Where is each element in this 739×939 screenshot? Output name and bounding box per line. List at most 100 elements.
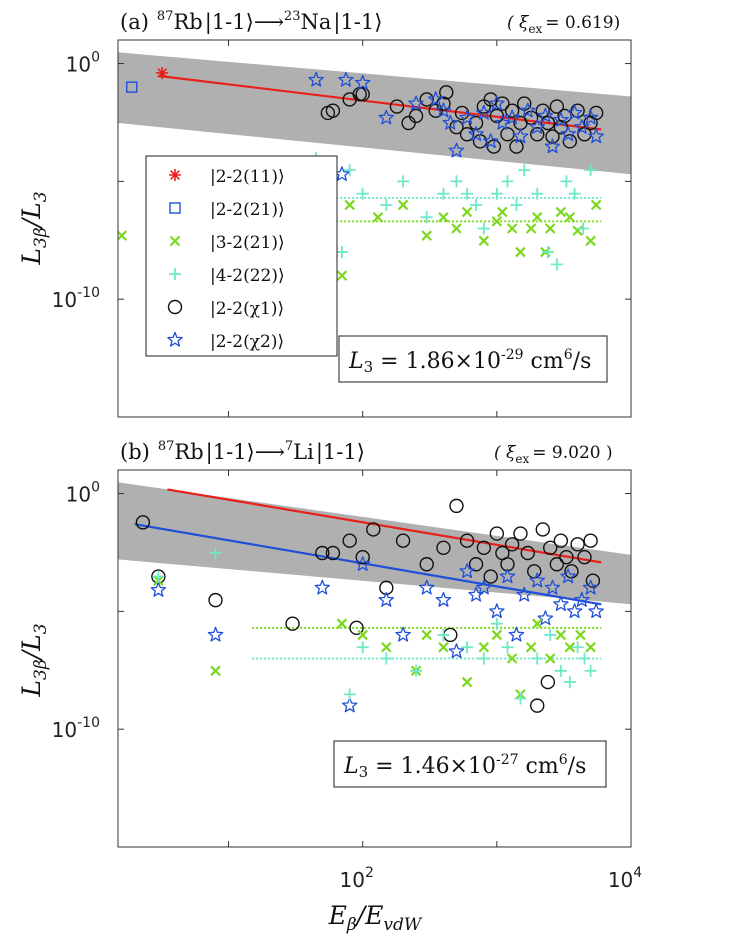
panel-a-point-plus-21 (577, 222, 590, 235)
panel-a-title: (a) 87Rb|1-1⟩⟶23Na|1-1⟩ (120, 9, 382, 35)
panel-b-point-plus-0 (152, 570, 165, 583)
panel-b-point-x-1 (210, 665, 221, 677)
panel-b-y-label: L3β/L3 (17, 623, 51, 697)
panel-b: (b) 87Rb|1-1⟩⟶7Li|1-1⟩ ( ξex = 9.020 ) 100… (52, 439, 643, 892)
panel-a-point-circle-32 (549, 99, 565, 114)
panel-b-point-circle-3 (285, 616, 300, 631)
panel-a-point-plus-19 (560, 175, 573, 188)
panel-b-point-x-9 (478, 641, 490, 653)
panel-b-point-circle-28 (535, 522, 550, 537)
panel-b-point-circle-37 (540, 674, 556, 690)
panel-a-point-plus-20 (568, 187, 581, 200)
panel-b-point-x-14 (531, 618, 543, 629)
panel-a-point-star-4 (408, 95, 424, 111)
panel-a-point-circle-21 (495, 96, 510, 111)
panel-b-point-star-7 (418, 579, 435, 595)
panel-b-point-circle-2 (208, 592, 223, 608)
panel-b-point-circle-31 (553, 533, 569, 548)
panel-a-point-x-7 (438, 211, 449, 223)
panel-b-point-plus-9 (490, 617, 503, 630)
panel-a-point-x-23 (590, 199, 602, 211)
panel-a-point-circle-28 (530, 127, 545, 142)
panel-a-point-circle-23 (504, 103, 520, 118)
panel-a-point-plus-5 (397, 175, 410, 188)
panel-b-point-star-19 (544, 579, 561, 595)
panel-a-point-star-14 (494, 114, 511, 130)
panel-b-point-star-5 (378, 591, 395, 607)
legend-box (145, 155, 338, 357)
panel-b-point-circle-29 (543, 540, 558, 555)
panel-a-point-star-26 (588, 128, 604, 144)
panel-a-point-circle-31 (545, 129, 560, 144)
panel-b-point-plus-8 (477, 652, 490, 665)
panel-b-point-circle-16 (459, 533, 475, 548)
panel-b-point-circle-35 (577, 549, 592, 565)
panel-b-point-circle-13 (436, 540, 451, 555)
panel-b-ytick-label-0: 100 (66, 480, 100, 507)
panel-b-point-circle-34 (570, 537, 585, 552)
panel-a-point-x-5 (397, 199, 409, 211)
panel-a-point-circle-8 (419, 92, 434, 107)
panel-a-point-plus-8 (450, 175, 463, 188)
panel-b-point-plus-16 (571, 641, 584, 654)
panel-a-point-x-6 (421, 230, 432, 241)
panel-a-point-star-16 (512, 128, 529, 144)
panel-a-point-circle-35 (562, 134, 578, 149)
panel-a-point-plus-11 (477, 222, 490, 235)
panel-b-point-plus-4 (380, 652, 393, 665)
panel-a-point-x-8 (451, 223, 462, 234)
panel-a-point-star-13 (489, 95, 505, 111)
panel-b-point-circle-19 (483, 569, 498, 584)
panel-b-xi: ( ξex = 9.020 ) (494, 443, 613, 466)
panel-b-point-plus-6 (437, 628, 450, 641)
panel-a-band (118, 52, 631, 175)
panel-b-point-star-16 (516, 586, 533, 602)
panel-b-point-circle-5 (325, 545, 341, 561)
panel-a-point-circle-11 (439, 85, 454, 100)
panel-b-point-x-3 (357, 629, 368, 641)
panel-b-point-star-8 (435, 591, 452, 607)
panel-a-point-x-3 (344, 199, 355, 211)
svg-text:L3 = 1.86×10-29 cm6/s: L3 = 1.86×10-29 cm6/s (348, 347, 591, 376)
panel-b-point-star-12 (476, 579, 492, 595)
panel-b-point-x-10 (491, 629, 503, 641)
panel-b-point-circle-24 (513, 526, 528, 541)
panel-a-point-x-13 (506, 223, 518, 234)
panel-b-point-plus-13 (544, 628, 557, 641)
panel-a-point-star-2 (354, 74, 371, 90)
panel-b-point-circle-38 (585, 573, 601, 588)
panel-a-line-red-solid (158, 74, 602, 131)
panel-b-point-x-2 (336, 618, 348, 629)
panel-a-point-x-11 (491, 216, 503, 227)
x-tick-label-0: 102 (340, 865, 374, 892)
panel-a-point-plus-16 (531, 187, 544, 200)
panel-b-point-x-18 (575, 629, 586, 641)
panel-a-point-plus-15 (518, 164, 531, 177)
panel-b-point-plus-10 (501, 641, 514, 654)
panel-b-point-plus-17 (578, 652, 591, 665)
legend-marker-circle (167, 299, 183, 315)
panel-b-point-x-6 (421, 629, 432, 641)
panel-b-point-circle-36 (583, 533, 598, 548)
panel-a-point-star-5 (427, 91, 444, 107)
panel-a-point-plus-2 (343, 164, 356, 177)
panel-b-point-x-4 (381, 641, 392, 653)
panel-b-point-circle-18 (476, 540, 492, 555)
panel-a-point-circle-5 (389, 99, 405, 114)
panel-a-point-asterisk-0 (156, 66, 169, 79)
panel-b-point-circle-0 (135, 515, 151, 530)
legend-label-square: |2-2(21)⟩ (210, 200, 285, 220)
panel-a-point-x-16 (531, 211, 543, 223)
panel-b-point-x-11 (506, 653, 518, 664)
panel-a-ytick-label-1: 10-10 (52, 285, 100, 312)
panel-a-point-circle-7 (408, 108, 424, 124)
panel-b-point-plus-3 (356, 641, 369, 654)
panel-a-point-star-3 (378, 109, 395, 125)
panel-b-point-star-13 (489, 603, 505, 619)
panel-a-point-x-14 (515, 246, 526, 258)
panel-b-point-circle-4 (315, 545, 330, 561)
panel-a-point-circle-9 (428, 103, 443, 118)
panel-a-point-x-15 (525, 223, 537, 234)
panel-b-ytick-label-1: 10-10 (52, 715, 100, 742)
